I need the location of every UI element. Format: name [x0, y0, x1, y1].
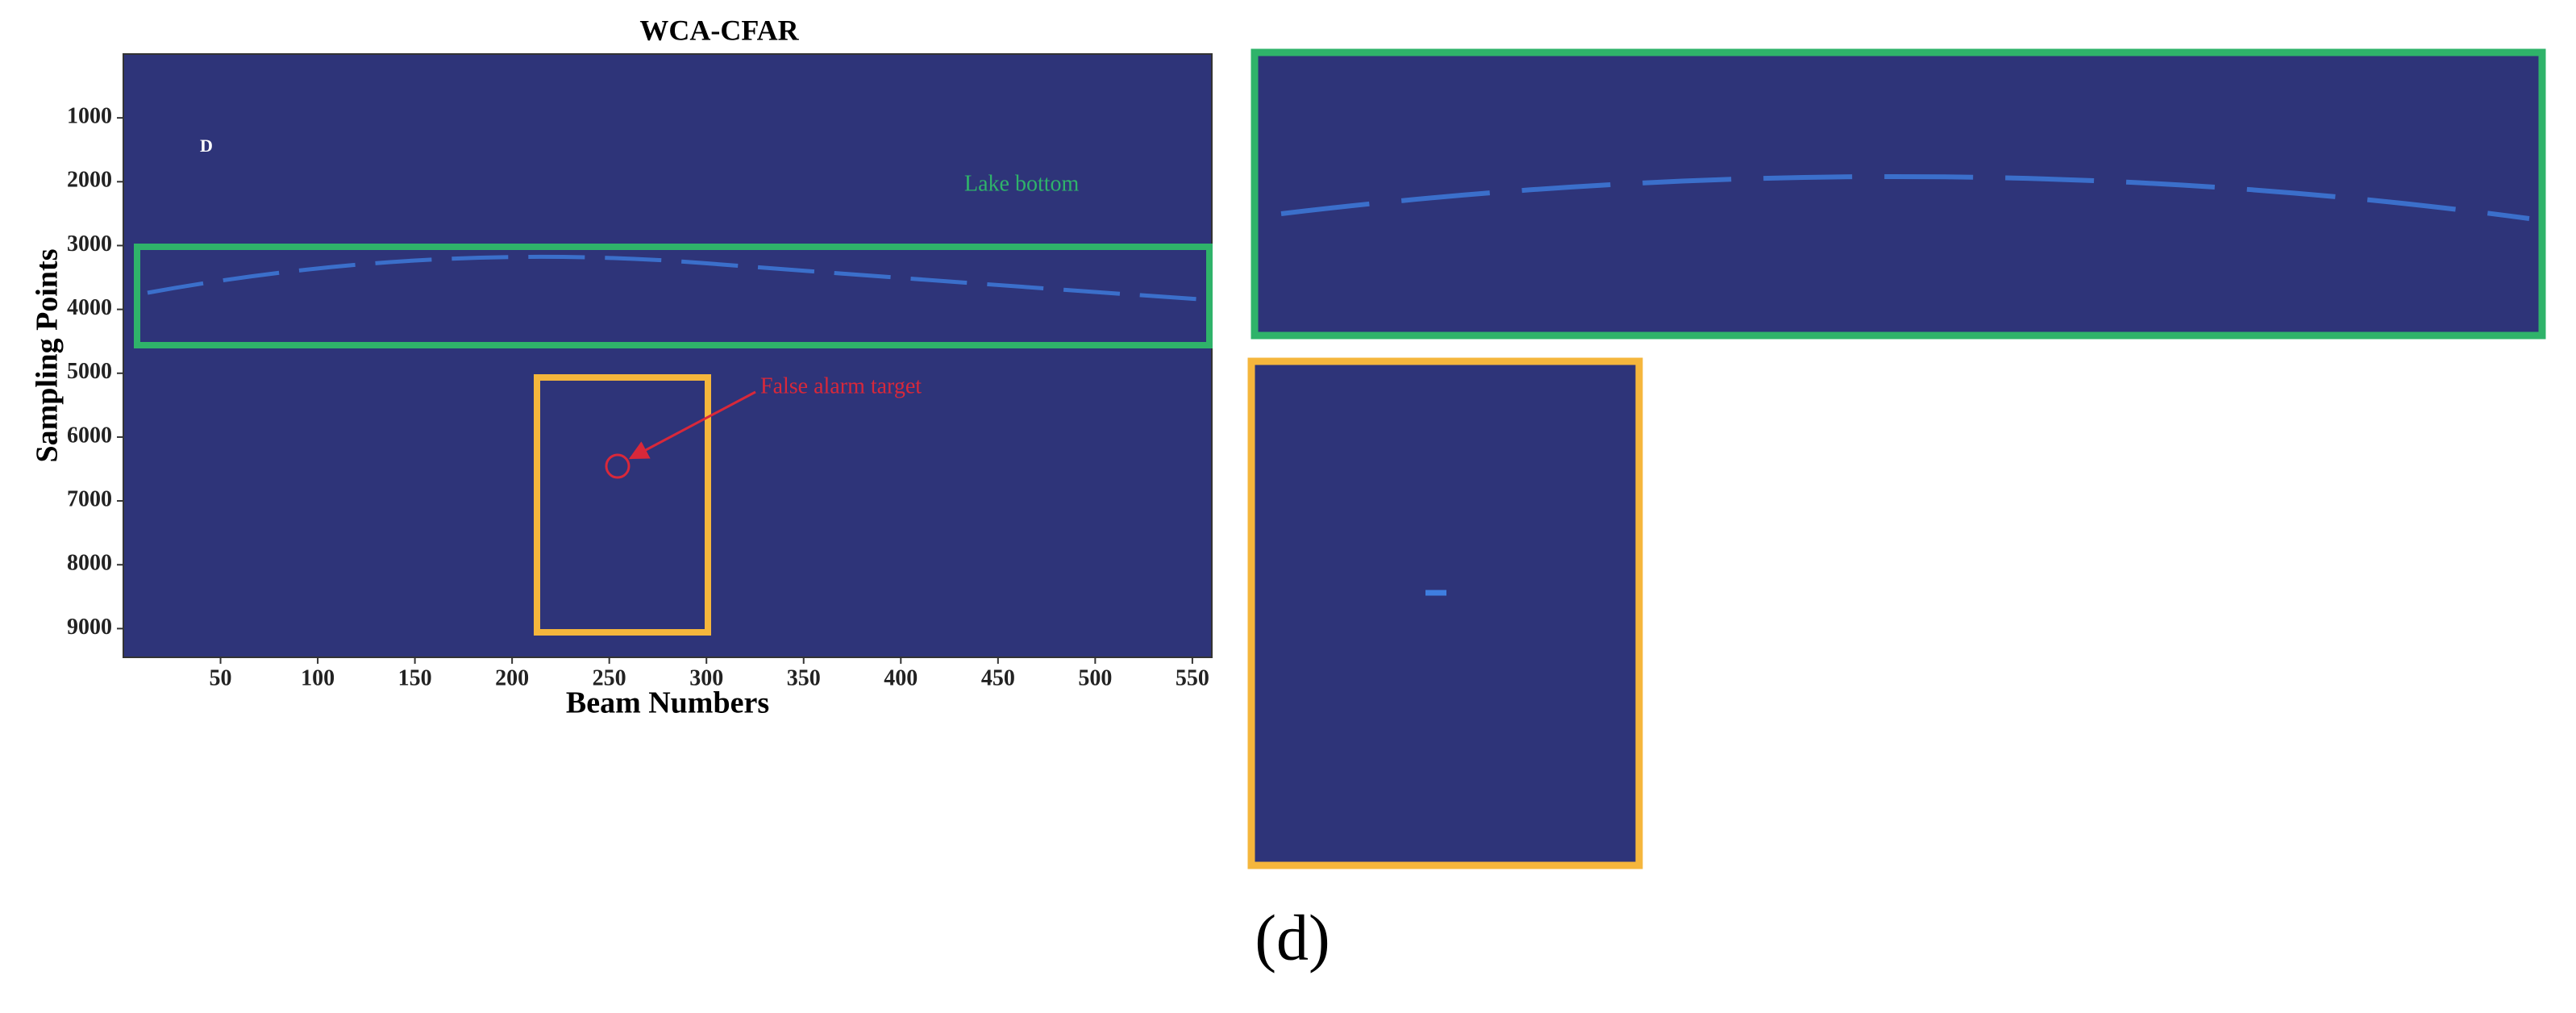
zoom-region-panel [1251, 48, 2546, 340]
target-label: False alarm target [760, 373, 922, 398]
zoom-lake-bottom-echo [1280, 173, 2530, 221]
zoom-target-panel [1247, 357, 1643, 869]
x-tick-label: 450 [981, 665, 1015, 690]
target-box [534, 374, 711, 636]
x-tick-label: 100 [301, 665, 335, 690]
x-tick-label: 150 [398, 665, 432, 690]
y-tick-label: 3000 [67, 231, 112, 256]
x-tick-label: 400 [884, 665, 918, 690]
x-tick-label: 500 [1078, 665, 1112, 690]
lake-bottom-echo [147, 254, 1200, 302]
x-tick-label: 50 [210, 665, 232, 690]
region-label: Lake bottom [964, 171, 1080, 196]
x-tick-label: 200 [495, 665, 529, 690]
y-tick-label: 8000 [67, 551, 112, 576]
target-arrow [628, 390, 756, 460]
y-tick-label: 5000 [67, 359, 112, 384]
y-axis-label: Sampling Points [31, 248, 65, 462]
x-tick-label: 250 [593, 665, 626, 690]
target-circle [605, 453, 630, 479]
y-tick-label: 2000 [67, 168, 112, 193]
y-tick-label: 1000 [67, 104, 112, 129]
x-tick-label: 300 [689, 665, 723, 690]
y-tick-label: 6000 [67, 423, 112, 448]
marker-label: D [200, 135, 213, 156]
chart-title: WCA-CFAR [639, 14, 799, 46]
x-tick-label: 350 [787, 665, 821, 690]
caption: (d) [1255, 903, 1330, 973]
y-tick-label: 9000 [67, 615, 112, 640]
y-tick-label: 4000 [67, 295, 112, 320]
y-tick-label: 7000 [67, 486, 112, 511]
heatmap-image [123, 53, 1213, 658]
x-axis-label: Beam Numbers [566, 686, 769, 720]
region-box [134, 244, 1213, 348]
x-tick-label: 550 [1176, 665, 1209, 690]
